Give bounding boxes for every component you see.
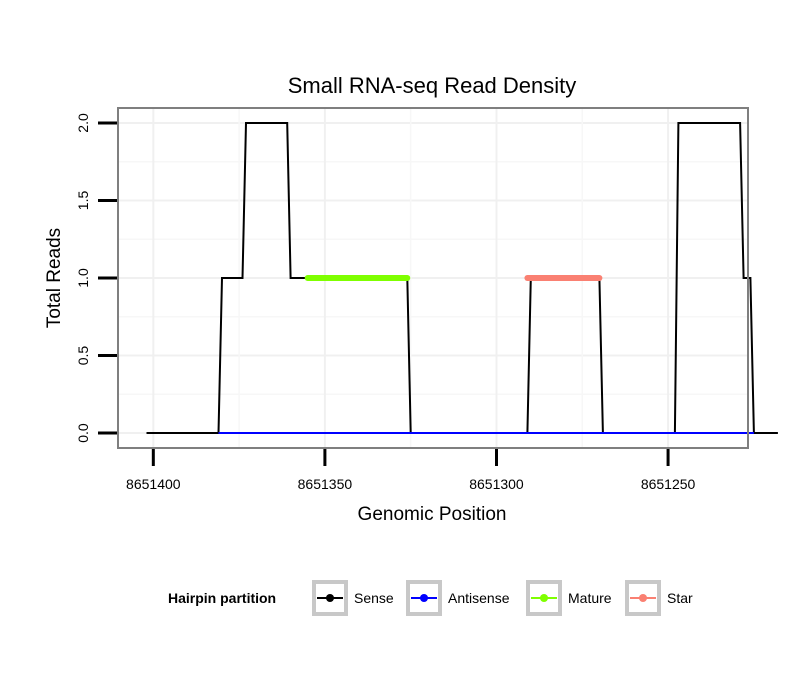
legend-key-point [420,594,428,602]
gridlines [119,109,747,447]
y-tick-label: 0.0 [75,423,91,443]
x-tick-label: 8651400 [126,476,181,492]
legend-item-star: Star [625,580,693,616]
chart-title: Small RNA-seq Read Density [288,73,577,98]
legend-items: Sense Antisense Mature Star [312,580,693,616]
legend-item-antisense: Antisense [406,580,510,616]
plot-panel-border [117,107,749,449]
y-axis-label: Total Reads [44,228,65,328]
x-axis-label: Genomic Position [358,504,507,525]
y-tick-label: 0.5 [75,346,91,366]
y-tick-label: 2.0 [75,113,91,133]
legend-key-point [326,594,334,602]
x-tick-label: 8651250 [641,476,696,492]
legend-item-sense: Sense [312,580,394,616]
legend-label: Star [667,590,693,606]
legend-key-point [639,594,647,602]
x-tick-label: 8651300 [469,476,524,492]
legend-key-point [540,594,548,602]
series-layer [146,122,778,434]
x-tick-label: 8651350 [298,476,353,492]
legend-item-mature: Mature [526,580,612,616]
legend: Hairpin partition Sense Antisense Mature St… [168,580,693,616]
x-axis: 8651400 8651350 8651300 8651250 [126,449,696,492]
legend-label: Antisense [448,590,510,606]
y-axis: 0.0 0.5 1.0 1.5 2.0 [75,113,117,443]
legend-label: Mature [568,590,612,606]
y-tick-label: 1.5 [75,191,91,211]
legend-label: Sense [354,590,394,606]
legend-title: Hairpin partition [168,590,276,606]
y-tick-label: 1.0 [75,268,91,288]
